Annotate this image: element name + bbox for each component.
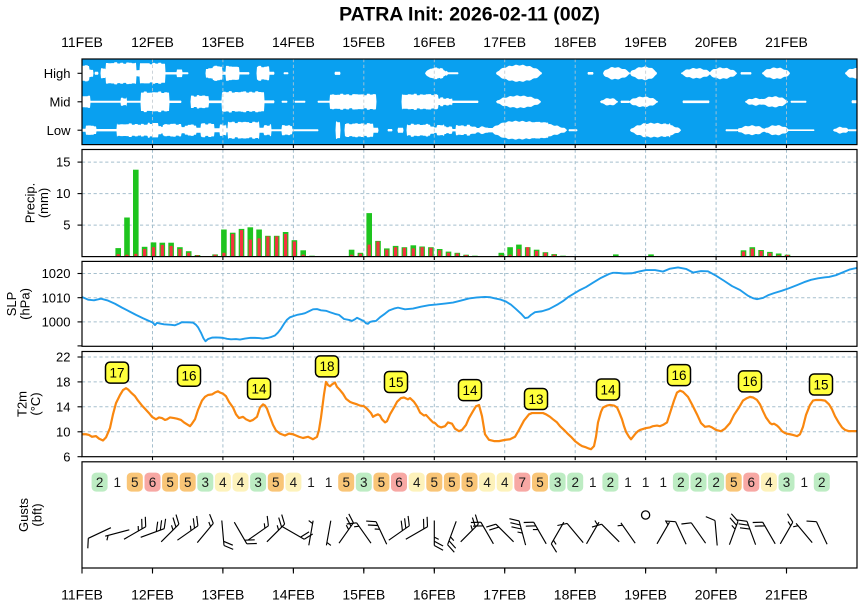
svg-text:2: 2: [695, 475, 703, 490]
svg-text:(°C): (°C): [28, 392, 43, 415]
svg-text:3: 3: [360, 475, 368, 490]
svg-text:5: 5: [131, 475, 139, 490]
svg-text:4: 4: [501, 475, 509, 490]
svg-text:4: 4: [765, 475, 773, 490]
svg-text:1: 1: [325, 475, 333, 490]
svg-text:High: High: [44, 66, 71, 81]
svg-text:10: 10: [56, 424, 70, 439]
svg-text:(bft): (bft): [30, 503, 45, 526]
svg-text:21FEB: 21FEB: [765, 587, 808, 603]
svg-text:1010: 1010: [42, 290, 71, 305]
svg-text:(hPa): (hPa): [18, 288, 33, 320]
svg-text:22: 22: [56, 350, 70, 365]
svg-text:3: 3: [254, 475, 262, 490]
svg-text:5: 5: [466, 475, 474, 490]
svg-text:2: 2: [677, 475, 685, 490]
svg-text:14: 14: [56, 399, 70, 414]
svg-text:5: 5: [431, 475, 439, 490]
svg-text:15: 15: [56, 155, 70, 170]
svg-text:14: 14: [462, 383, 478, 398]
svg-text:5: 5: [342, 475, 350, 490]
svg-text:4: 4: [290, 475, 298, 490]
svg-text:21FEB: 21FEB: [765, 34, 808, 50]
svg-text:2: 2: [818, 475, 826, 490]
svg-text:16FEB: 16FEB: [413, 587, 456, 603]
svg-text:PATRA Init: 2026-02-11 (00Z): PATRA Init: 2026-02-11 (00Z): [339, 4, 600, 26]
svg-text:3: 3: [554, 475, 562, 490]
svg-text:1: 1: [642, 475, 650, 490]
svg-text:6: 6: [63, 449, 70, 464]
svg-text:18: 18: [319, 359, 334, 374]
svg-text:5: 5: [536, 475, 544, 490]
svg-text:6: 6: [149, 475, 157, 490]
svg-text:1: 1: [589, 475, 597, 490]
svg-text:1: 1: [624, 475, 632, 490]
svg-text:1000: 1000: [42, 315, 71, 330]
svg-text:14FEB: 14FEB: [272, 587, 315, 603]
svg-text:4: 4: [413, 475, 421, 490]
svg-text:2: 2: [607, 475, 615, 490]
svg-text:16FEB: 16FEB: [413, 34, 456, 50]
svg-text:6: 6: [748, 475, 756, 490]
svg-text:1020: 1020: [42, 266, 71, 281]
svg-text:15FEB: 15FEB: [342, 587, 385, 603]
svg-text:2: 2: [712, 475, 720, 490]
svg-text:2: 2: [571, 475, 579, 490]
svg-text:17FEB: 17FEB: [483, 34, 526, 50]
svg-text:16: 16: [181, 369, 196, 384]
svg-text:5: 5: [448, 475, 456, 490]
svg-text:4: 4: [483, 475, 491, 490]
svg-text:5: 5: [730, 475, 738, 490]
svg-text:4: 4: [219, 475, 227, 490]
svg-text:15: 15: [388, 375, 403, 390]
svg-text:Mid: Mid: [50, 94, 71, 109]
svg-text:4: 4: [237, 475, 245, 490]
svg-text:18FEB: 18FEB: [554, 34, 597, 50]
svg-text:Low: Low: [47, 123, 71, 138]
svg-text:5: 5: [63, 218, 70, 233]
svg-text:13FEB: 13FEB: [201, 34, 244, 50]
svg-text:19FEB: 19FEB: [624, 587, 667, 603]
svg-text:3: 3: [202, 475, 210, 490]
svg-text:5: 5: [166, 475, 174, 490]
svg-text:SLP: SLP: [4, 292, 19, 317]
svg-text:17FEB: 17FEB: [483, 587, 526, 603]
svg-text:1: 1: [800, 475, 808, 490]
svg-text:2: 2: [96, 475, 104, 490]
svg-text:20FEB: 20FEB: [695, 34, 738, 50]
svg-text:13FEB: 13FEB: [201, 587, 244, 603]
svg-text:11FEB: 11FEB: [61, 587, 103, 603]
svg-text:5: 5: [272, 475, 280, 490]
svg-text:16: 16: [671, 368, 686, 383]
svg-text:16: 16: [742, 374, 757, 389]
svg-text:12FEB: 12FEB: [131, 34, 174, 50]
svg-text:Gusts: Gusts: [16, 498, 31, 532]
svg-text:Precip.: Precip.: [23, 183, 38, 223]
svg-text:1: 1: [307, 475, 315, 490]
svg-text:7: 7: [519, 475, 527, 490]
svg-text:20FEB: 20FEB: [695, 587, 738, 603]
svg-text:18FEB: 18FEB: [554, 587, 597, 603]
svg-text:19FEB: 19FEB: [624, 34, 667, 50]
svg-text:14: 14: [600, 382, 616, 397]
svg-text:15FEB: 15FEB: [342, 34, 385, 50]
svg-text:15: 15: [813, 377, 828, 392]
svg-text:5: 5: [184, 475, 192, 490]
svg-text:11FEB: 11FEB: [61, 34, 103, 50]
svg-text:1: 1: [659, 475, 667, 490]
svg-text:10: 10: [56, 186, 70, 201]
svg-text:12FEB: 12FEB: [131, 587, 174, 603]
svg-text:5: 5: [378, 475, 386, 490]
svg-text:1: 1: [113, 475, 121, 490]
svg-text:13: 13: [528, 392, 543, 407]
svg-text:T2m: T2m: [15, 391, 30, 417]
svg-text:3: 3: [783, 475, 791, 490]
svg-text:14FEB: 14FEB: [272, 34, 315, 50]
svg-text:18: 18: [56, 375, 70, 390]
svg-text:6: 6: [395, 475, 403, 490]
svg-text:17: 17: [109, 365, 124, 380]
svg-text:(mm): (mm): [36, 188, 51, 218]
svg-text:14: 14: [251, 382, 267, 397]
